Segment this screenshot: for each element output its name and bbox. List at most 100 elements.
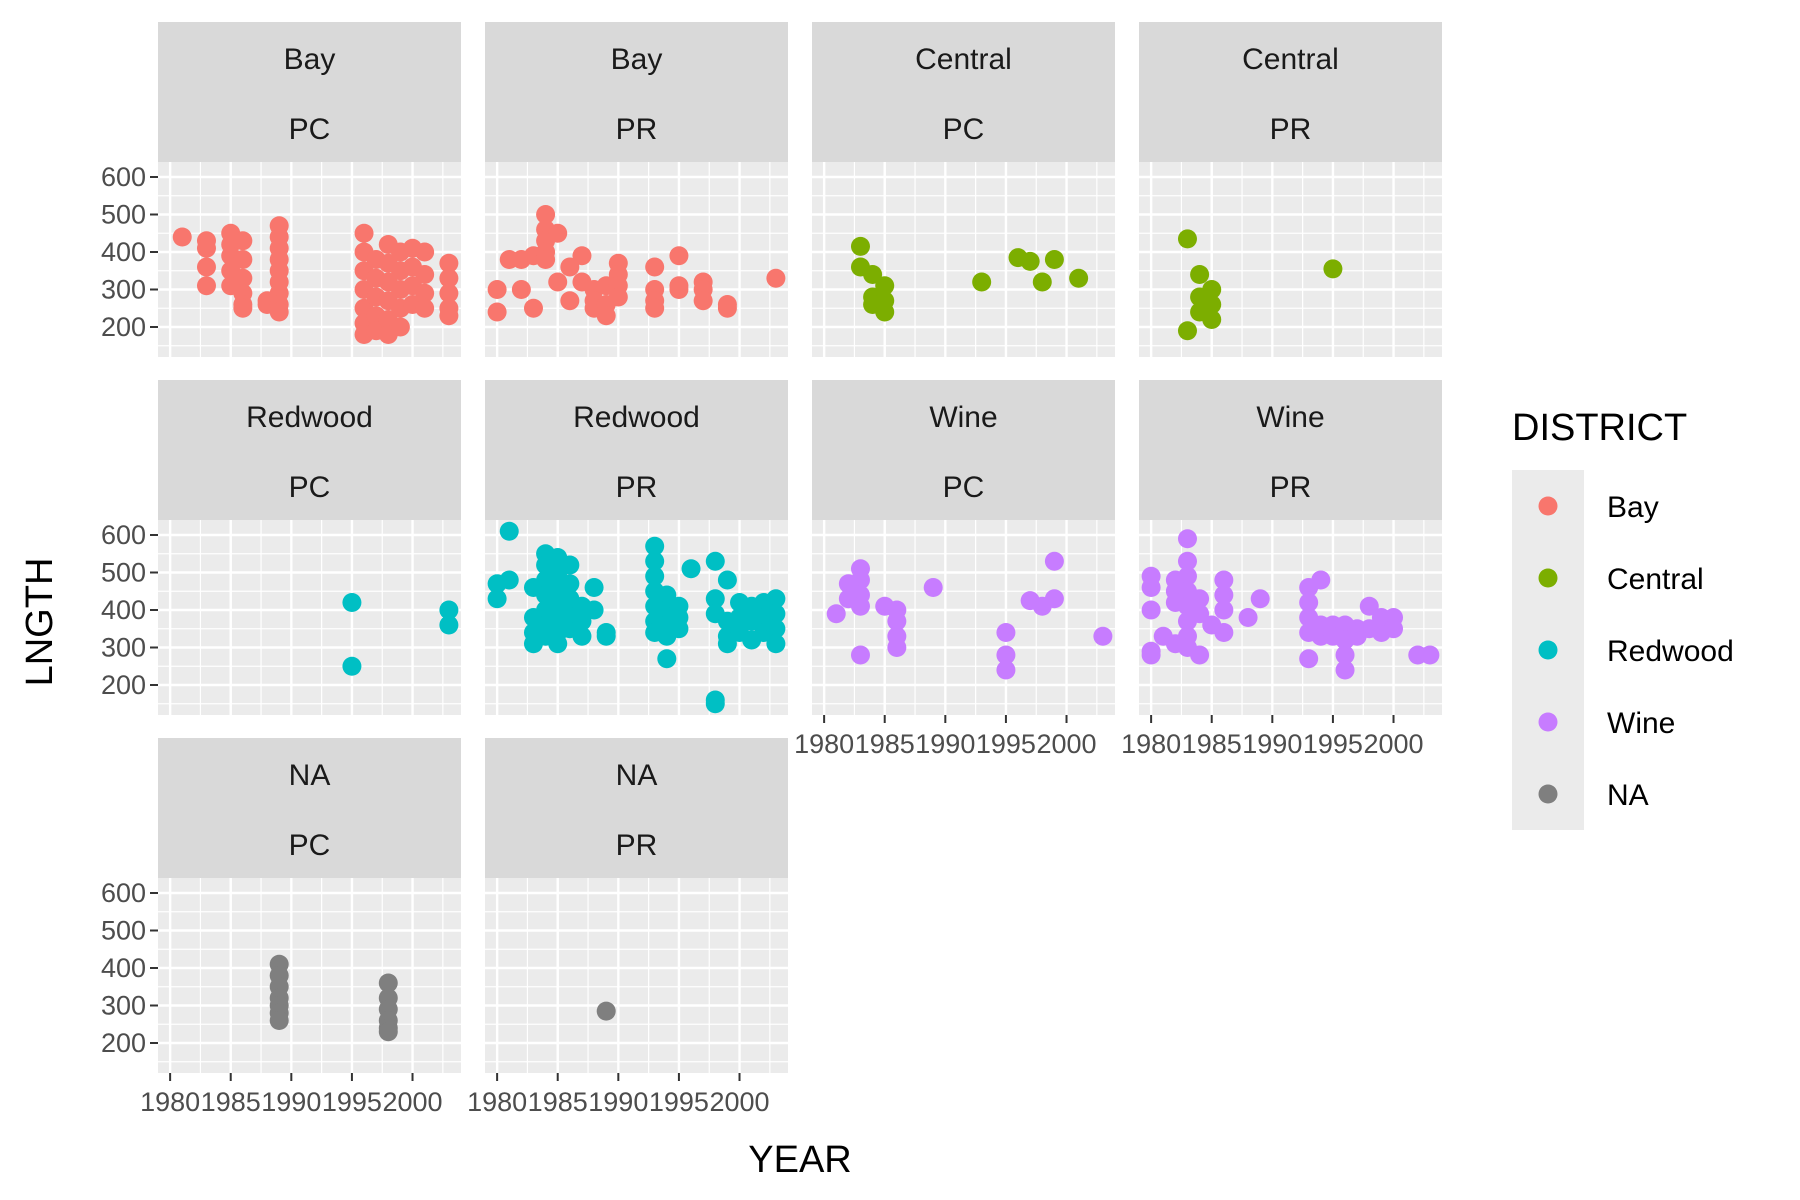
data-point — [233, 268, 253, 288]
data-point — [875, 302, 895, 322]
data-point — [1141, 645, 1161, 665]
x-tick-label: 1995 — [976, 729, 1036, 759]
data-point — [1202, 295, 1222, 314]
data-point — [1311, 570, 1331, 590]
panel-background — [158, 520, 461, 715]
y-tick-label: 600 — [101, 162, 146, 192]
data-point — [1141, 578, 1161, 597]
data-point — [172, 227, 192, 247]
data-point — [766, 268, 786, 288]
strip-label-district: Central — [915, 43, 1012, 76]
data-point — [378, 973, 398, 993]
data-point — [1214, 600, 1234, 620]
data-point — [850, 236, 870, 256]
data-point — [596, 1001, 616, 1021]
facet-panel-wine-pr: Wine PR 1980 1985 1990 1995 2000 — [1121, 380, 1442, 759]
x-axis-title: YEAR — [748, 1139, 851, 1181]
data-point — [669, 246, 689, 266]
facet-strip — [812, 380, 1115, 520]
data-point — [1190, 645, 1210, 665]
data-point — [1190, 589, 1210, 609]
data-point — [875, 276, 895, 296]
strip-label-district: Redwood — [573, 401, 700, 434]
y-tick-label: 500 — [101, 916, 146, 946]
strip-label-type: PR — [1270, 471, 1312, 504]
data-point — [766, 619, 786, 639]
strip-label-district: Wine — [1256, 401, 1324, 434]
data-point — [1190, 265, 1210, 284]
data-point — [717, 570, 737, 590]
data-point — [439, 283, 459, 303]
facet-panel-redwood-pr: Redwood PR — [485, 380, 788, 715]
x-tick-label: 1990 — [915, 729, 975, 759]
data-point — [669, 619, 689, 639]
data-point — [887, 638, 907, 657]
data-point — [523, 298, 543, 318]
data-point — [766, 604, 786, 624]
data-point — [657, 649, 677, 669]
data-point — [1359, 596, 1379, 616]
data-point — [645, 551, 665, 571]
strip-label-type: PC — [943, 471, 985, 504]
data-point — [693, 291, 713, 311]
data-point — [657, 585, 677, 605]
data-point — [1093, 626, 1113, 646]
data-point — [499, 521, 519, 541]
data-point — [499, 570, 519, 590]
data-point — [1141, 600, 1161, 620]
data-point — [596, 626, 616, 646]
data-point — [269, 302, 289, 322]
data-point — [584, 600, 604, 620]
facet-strip — [485, 738, 788, 878]
data-point — [645, 566, 665, 586]
legend-key-central — [1538, 568, 1558, 588]
strip-label-district: Redwood — [246, 401, 373, 434]
data-point — [1177, 229, 1197, 249]
data-point — [608, 287, 628, 307]
data-point — [1420, 645, 1440, 665]
y-tick-label: 400 — [101, 953, 146, 983]
legend-label-central: Central — [1607, 563, 1704, 596]
data-point — [560, 291, 580, 311]
legend-label-redwood: Redwood — [1607, 635, 1734, 668]
data-point — [560, 555, 580, 575]
data-point — [1177, 321, 1197, 341]
facet-panel-na-pr: NA PR 1980 1985 1990 1995 2000 — [467, 738, 788, 1117]
data-point — [233, 231, 253, 251]
x-tick-label: 1990 — [261, 1087, 321, 1117]
data-point — [439, 268, 459, 288]
data-point — [572, 246, 592, 266]
y-tick-label: 200 — [101, 1028, 146, 1058]
data-point — [390, 317, 410, 337]
data-point — [1069, 268, 1089, 288]
y-tick-label: 500 — [101, 200, 146, 230]
strip-label-district: NA — [616, 759, 658, 792]
y-tick-label: 500 — [101, 558, 146, 588]
data-point — [705, 589, 725, 609]
data-point — [996, 645, 1016, 665]
data-point — [415, 283, 435, 303]
data-point — [1384, 619, 1404, 639]
data-point — [560, 257, 580, 277]
data-point — [439, 600, 459, 620]
data-point — [1323, 259, 1343, 279]
data-point — [645, 536, 665, 556]
data-point — [415, 265, 435, 284]
data-point — [1335, 660, 1355, 680]
data-point — [1238, 608, 1258, 627]
data-point — [669, 280, 689, 299]
data-point — [850, 596, 870, 616]
legend-key-wine — [1538, 712, 1558, 732]
panel-background — [812, 520, 1115, 715]
x-tick-label: 2000 — [709, 1087, 769, 1117]
data-point — [342, 593, 362, 612]
strip-label-district: Wine — [929, 401, 997, 434]
y-tick-label: 600 — [101, 878, 146, 908]
facet-panel-central-pc: Central PC — [812, 22, 1115, 357]
facet-strip — [1139, 380, 1442, 520]
strip-label-type: PR — [616, 471, 658, 504]
data-point — [645, 298, 665, 318]
data-point — [1032, 272, 1052, 292]
data-point — [548, 223, 568, 243]
